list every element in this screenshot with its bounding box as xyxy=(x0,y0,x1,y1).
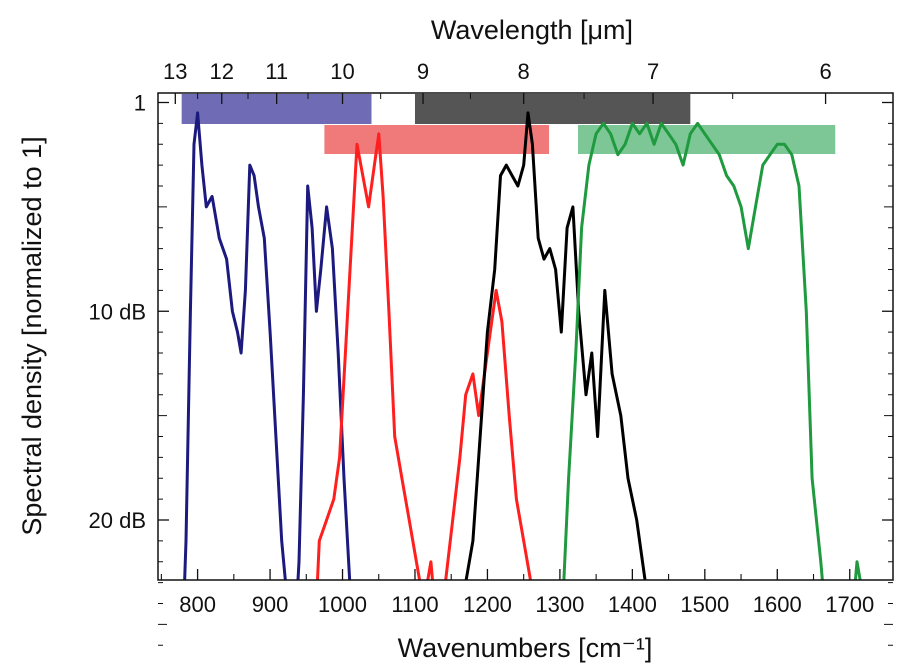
x-tick-label-1000: 1000 xyxy=(318,592,367,617)
wavelength-tick-label-8: 8 xyxy=(518,59,530,84)
wavelength-tick-label-9: 9 xyxy=(417,59,429,84)
x-tick-label-1600: 1600 xyxy=(753,592,802,617)
x-tick-label-1200: 1200 xyxy=(463,592,512,617)
spectrum-series-4 xyxy=(562,121,862,580)
spectrum-series-1 xyxy=(183,111,352,580)
y-tick-label-1: 10 dB xyxy=(89,299,147,324)
spectra xyxy=(183,111,862,580)
x-axis-title: Wavenumbers [cm⁻¹] xyxy=(398,633,653,663)
x-tick-label-1300: 1300 xyxy=(535,592,584,617)
x-tick-label-1100: 1100 xyxy=(391,592,438,617)
wavelength-tick-label-13: 13 xyxy=(163,59,187,84)
x-tick-label-900: 900 xyxy=(252,592,289,617)
wavelength-tick-label-12: 12 xyxy=(210,59,234,84)
wavelength-tick-label-10: 10 xyxy=(330,59,354,84)
y-tick-label-0: 1 xyxy=(134,91,146,116)
x-tick-label-1500: 1500 xyxy=(680,592,729,617)
spectrum-series-2 xyxy=(315,132,532,580)
x-tick-label-1400: 1400 xyxy=(608,592,657,617)
wavelength-tick-label-6: 6 xyxy=(819,59,831,84)
wavelength-tick-label-11: 11 xyxy=(265,59,288,84)
axis-ticks xyxy=(158,93,893,646)
wavelength-band-2 xyxy=(414,94,691,124)
plot-frame xyxy=(157,92,894,581)
wavelength-band-3 xyxy=(324,125,550,154)
y-tick-label-2: 20 dB xyxy=(89,508,147,533)
spectrum-series-3 xyxy=(464,111,647,580)
x-tick-label-1700: 1700 xyxy=(825,592,874,617)
tick-labels: 800 900 1000 1100 1200 1300 1400 1500 1600 170011… xyxy=(89,59,875,617)
top-axis-title: Wavelength [μm] xyxy=(431,15,633,45)
x-tick-label-800: 800 xyxy=(179,592,216,617)
wavelength-tick-label-7: 7 xyxy=(647,59,659,84)
y-axis-title: Spectral density [normalized to 1] xyxy=(17,136,47,535)
